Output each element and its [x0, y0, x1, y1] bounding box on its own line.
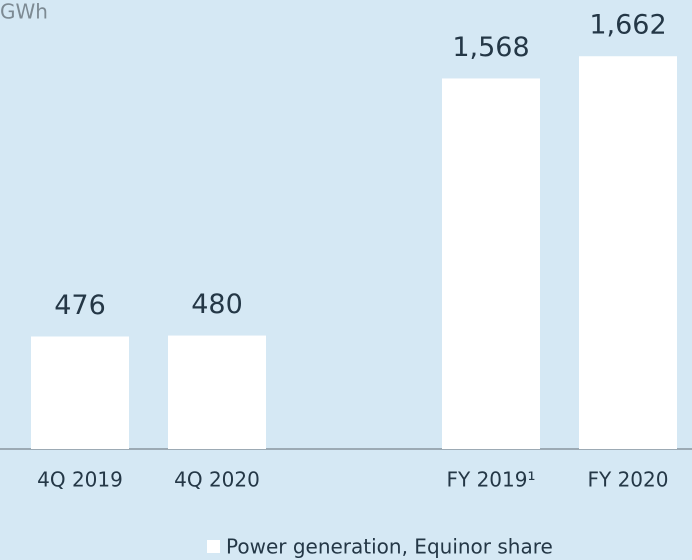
y-unit: GWh: [0, 0, 48, 24]
bar: [31, 336, 129, 449]
value-label: 1,662: [589, 10, 666, 41]
bar: [579, 56, 677, 449]
value-label: 1,568: [452, 32, 529, 63]
bar: [168, 335, 266, 449]
legend-label: Power generation, Equinor share: [226, 535, 553, 559]
x-tick-label: FY 2019¹: [447, 468, 536, 492]
bar: [442, 78, 540, 449]
value-label: 476: [54, 290, 106, 321]
x-tick-label: 4Q 2019: [37, 468, 123, 492]
legend-swatch: [207, 540, 220, 553]
value-label: 480: [191, 289, 243, 320]
x-tick-label: FY 2020: [588, 468, 669, 492]
x-tick-label: 4Q 2020: [174, 468, 260, 492]
